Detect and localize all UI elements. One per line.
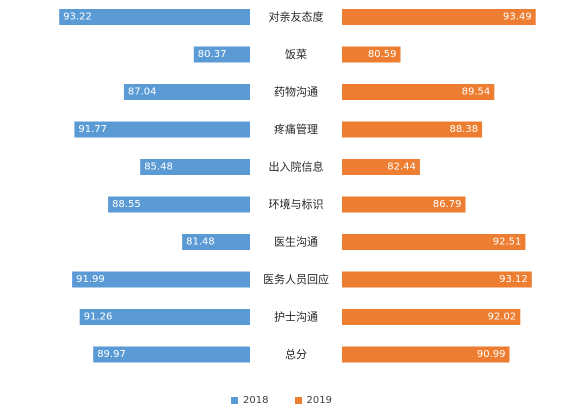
bar-2019-7 — [342, 271, 532, 288]
legend-swatch-2018 — [231, 396, 239, 404]
value-label-2019-9: 90.99 — [477, 349, 506, 360]
bar-2019-8 — [342, 309, 521, 325]
category-label-5: 环境与标识 — [269, 197, 324, 211]
bar-2018-8 — [79, 309, 250, 325]
category-label-4: 出入院信息 — [269, 160, 324, 174]
value-label-2018-3: 91.77 — [78, 124, 107, 135]
value-label-2018-4: 85.48 — [144, 162, 173, 173]
category-label-0: 对亲友态度 — [269, 10, 324, 24]
value-label-2018-6: 81.48 — [186, 237, 215, 248]
value-label-2018-2: 87.04 — [128, 87, 157, 98]
value-label-2019-3: 88.38 — [449, 124, 478, 135]
bar-2019-5 — [342, 196, 466, 213]
value-label-2019-2: 89.54 — [462, 87, 491, 98]
value-label-2019-4: 82.44 — [387, 162, 416, 173]
bar-2019-1 — [342, 46, 401, 63]
category-label-7: 医务人员回应 — [263, 272, 329, 286]
bar-2018-6 — [182, 234, 250, 250]
category-label-3: 疼痛管理 — [274, 122, 318, 136]
bar-2018-3 — [74, 121, 251, 138]
category-label-1: 饭菜 — [285, 48, 307, 61]
value-label-2019-6: 92.51 — [493, 237, 522, 248]
category-label-8: 护士沟通 — [274, 310, 318, 324]
bar-2019-2 — [342, 84, 495, 100]
bar-2019-3 — [342, 121, 483, 138]
value-label-2018-1: 80.37 — [198, 49, 227, 60]
bar-2018-9 — [93, 346, 250, 363]
category-label-6: 医生沟通 — [274, 235, 318, 249]
chart-legend: 2018 2019 — [0, 392, 563, 408]
category-label-9: 总分 — [285, 347, 307, 361]
category-label-2: 药物沟通 — [274, 85, 318, 99]
bar-2019-6 — [342, 234, 526, 250]
legend-label-2018: 2018 — [243, 394, 269, 406]
butterfly-bar-chart: 93.22 93.49 对亲友态度 80.37 80.59 饭菜 87.04 89.54 药物沟… — [59, 9, 536, 363]
bar-2018-7 — [72, 271, 250, 288]
bar-2018-0 — [59, 9, 251, 25]
bar-2018-1 — [193, 46, 250, 63]
bar-2018-2 — [123, 84, 250, 100]
bar-2018-4 — [140, 159, 250, 175]
legend-label-2019: 2019 — [306, 394, 332, 406]
value-label-2018-7: 91.99 — [76, 274, 105, 285]
bar-2019-9 — [342, 346, 510, 363]
value-label-2018-0: 93.22 — [63, 12, 92, 23]
value-label-2018-9: 89.97 — [97, 349, 126, 360]
legend-swatch-2019 — [294, 396, 302, 404]
value-label-2019-0: 93.49 — [503, 12, 532, 23]
bar-2018-5 — [108, 196, 250, 213]
bar-2019-0 — [342, 9, 536, 25]
value-label-2018-5: 88.55 — [112, 199, 141, 210]
bar-2019-4 — [342, 159, 420, 175]
value-label-2019-7: 93.12 — [499, 274, 528, 285]
value-label-2019-1: 80.59 — [368, 49, 397, 60]
value-label-2019-8: 92.02 — [488, 312, 517, 323]
value-label-2018-8: 91.26 — [84, 312, 113, 323]
legend-item-2018: 2018 — [231, 394, 269, 406]
legend-item-2019: 2019 — [294, 394, 332, 406]
value-label-2019-5: 86.79 — [433, 199, 462, 210]
